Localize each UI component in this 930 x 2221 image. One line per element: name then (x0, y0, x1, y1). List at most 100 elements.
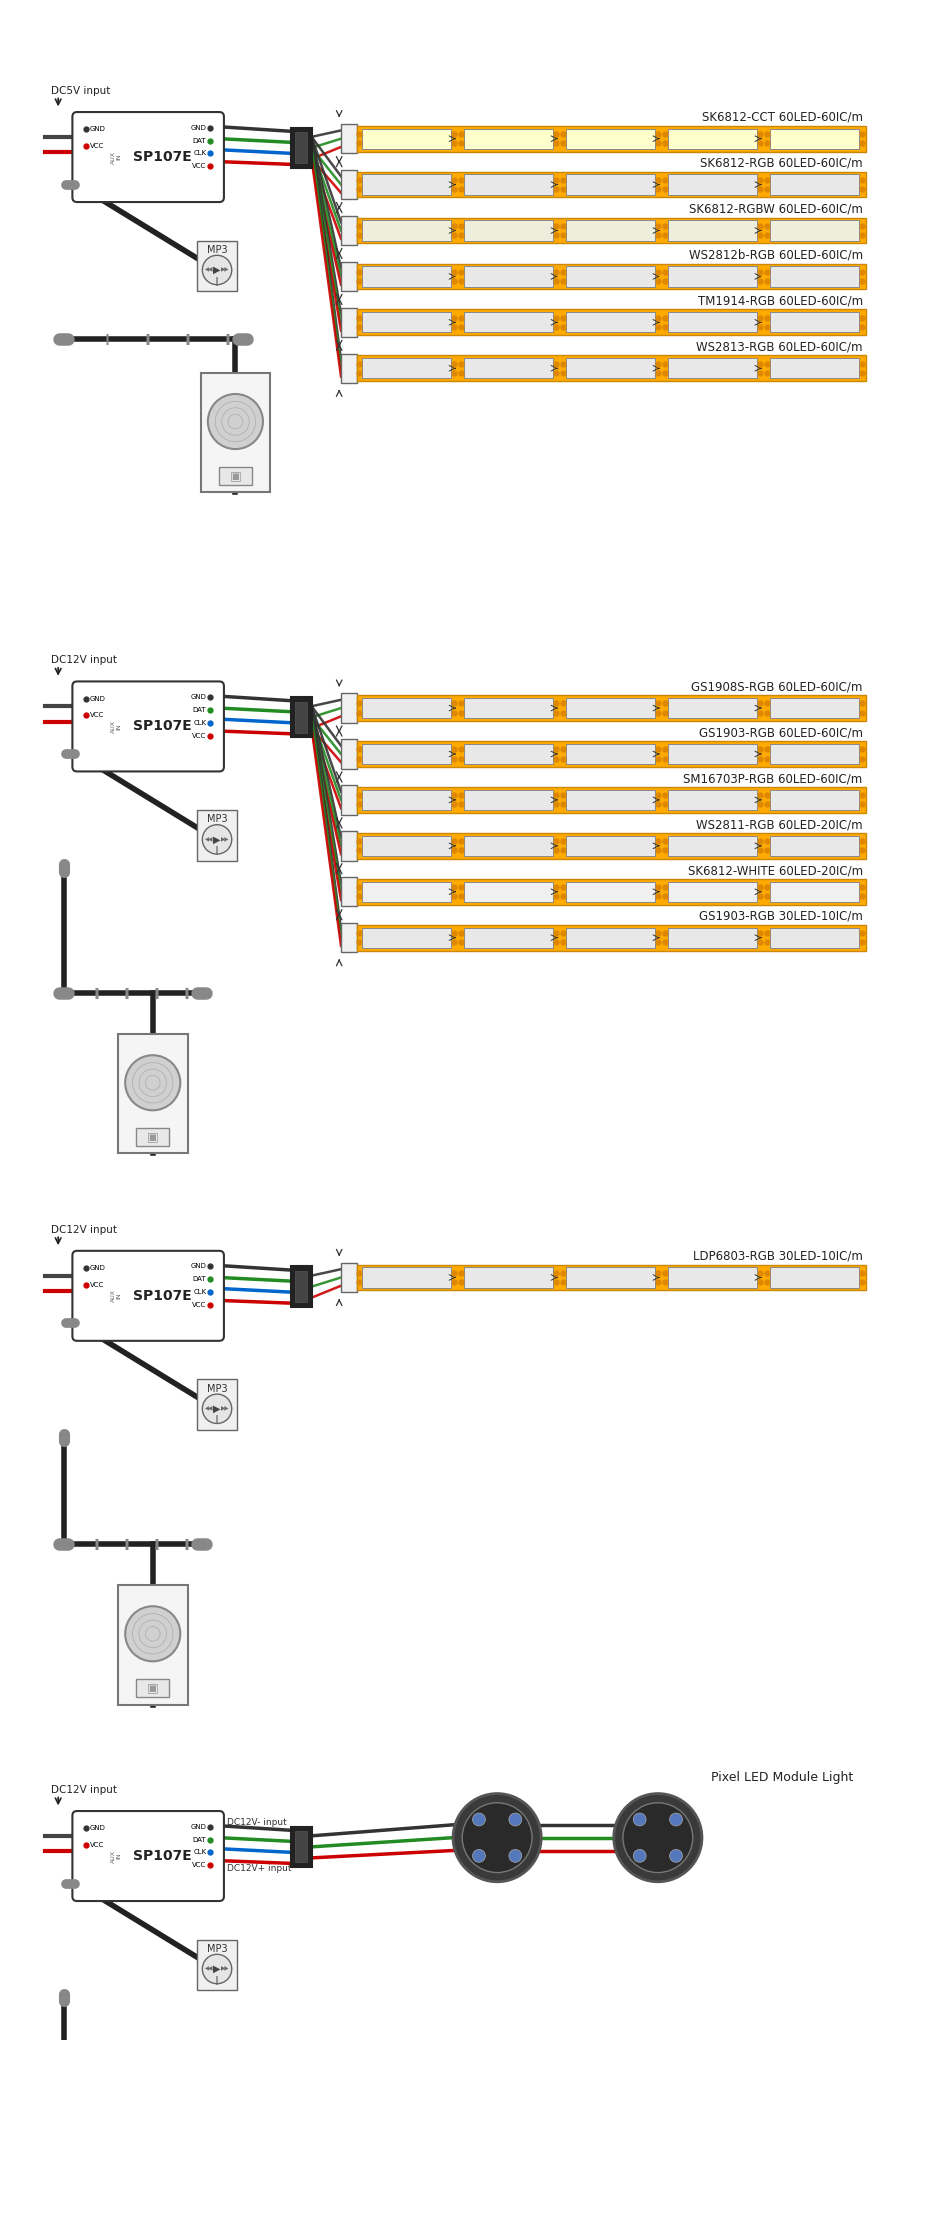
Text: VCC: VCC (90, 1282, 104, 1288)
Text: ▶: ▶ (213, 1963, 220, 1974)
Bar (668, 791, 757, 811)
Text: VCC: VCC (90, 1841, 104, 1848)
Text: GND: GND (191, 1823, 206, 1830)
Text: ▶: ▶ (213, 1404, 220, 1415)
Text: SM16703P-RGB 60LED-60IC/m: SM16703P-RGB 60LED-60IC/m (684, 773, 863, 786)
Bar (291, 1826, 312, 1868)
Text: DAT: DAT (193, 138, 206, 144)
Text: ◀◀: ◀◀ (205, 837, 213, 842)
Bar (362, 313, 451, 333)
Bar (464, 928, 553, 948)
FancyBboxPatch shape (73, 682, 224, 771)
Text: GS1908S-RGB 60LED-60IC/m: GS1908S-RGB 60LED-60IC/m (691, 680, 863, 693)
Text: ‖: ‖ (215, 1974, 219, 1986)
Bar (356, 218, 867, 244)
Circle shape (203, 824, 232, 855)
Bar (201, 373, 271, 493)
Bar (341, 831, 356, 860)
Bar (668, 358, 757, 378)
Bar (356, 695, 867, 722)
Bar (770, 697, 859, 717)
Bar (362, 882, 451, 902)
Text: LDP6803-RGB 30LED-10IC/m: LDP6803-RGB 30LED-10IC/m (693, 1250, 863, 1264)
Bar (356, 1264, 867, 1290)
Bar (362, 129, 451, 149)
Bar (770, 358, 859, 378)
Bar (668, 928, 757, 948)
Bar (295, 702, 307, 733)
Text: CLK: CLK (193, 1288, 206, 1295)
Bar (566, 882, 655, 902)
Bar (136, 1128, 169, 1146)
Bar (566, 835, 655, 855)
Bar (464, 358, 553, 378)
Text: SK6812-CCT 60LED-60IC/m: SK6812-CCT 60LED-60IC/m (701, 111, 863, 124)
Bar (341, 693, 356, 722)
FancyBboxPatch shape (73, 1250, 224, 1341)
Bar (464, 267, 553, 287)
Text: GND: GND (191, 1264, 206, 1270)
Text: SP107E: SP107E (133, 1850, 192, 1863)
Text: SP107E: SP107E (133, 720, 192, 733)
FancyBboxPatch shape (73, 111, 224, 202)
Bar (566, 220, 655, 240)
Text: SK6812-RGB 60LED-60IC/m: SK6812-RGB 60LED-60IC/m (700, 158, 863, 169)
Bar (291, 697, 312, 737)
Bar (341, 1264, 356, 1293)
Bar (362, 358, 451, 378)
Text: GND: GND (90, 1266, 106, 1270)
Text: ▶▶: ▶▶ (221, 1406, 230, 1410)
Text: VCC: VCC (90, 713, 104, 717)
Text: DC12V- input: DC12V- input (227, 1819, 286, 1828)
Circle shape (614, 1795, 702, 1881)
Bar (668, 313, 757, 333)
Bar (668, 220, 757, 240)
Text: CLK: CLK (193, 720, 206, 726)
Circle shape (509, 1850, 522, 1861)
Bar (341, 740, 356, 768)
Bar (770, 835, 859, 855)
Bar (341, 124, 356, 153)
Bar (356, 786, 867, 813)
Bar (362, 697, 451, 717)
Bar (197, 811, 237, 860)
Bar (566, 358, 655, 378)
Bar (356, 309, 867, 335)
Text: AUX
IN: AUX IN (111, 151, 122, 164)
Text: TM1914-RGB 60LED-60IC/m: TM1914-RGB 60LED-60IC/m (698, 295, 863, 309)
Text: WS2812b-RGB 60LED-60IC/m: WS2812b-RGB 60LED-60IC/m (688, 249, 863, 262)
Bar (295, 1832, 307, 1863)
Circle shape (203, 1954, 232, 1983)
Bar (668, 882, 757, 902)
Bar (668, 697, 757, 717)
Text: DC12V input: DC12V input (51, 1786, 117, 1795)
Bar (770, 791, 859, 811)
Text: ▣: ▣ (230, 469, 241, 482)
Text: MP3: MP3 (206, 815, 227, 824)
Text: VCC: VCC (193, 162, 206, 169)
Bar (341, 924, 356, 953)
Text: AUX
IN: AUX IN (111, 1850, 122, 1863)
Bar (668, 1268, 757, 1288)
Bar (770, 220, 859, 240)
Text: MP3: MP3 (206, 1384, 227, 1393)
Bar (464, 175, 553, 195)
Text: DAT: DAT (193, 1837, 206, 1843)
FancyBboxPatch shape (73, 1810, 224, 1901)
Bar (566, 175, 655, 195)
Text: DC5V input: DC5V input (51, 87, 110, 96)
Bar (118, 2145, 188, 2221)
Bar (566, 267, 655, 287)
Text: ◀◀: ◀◀ (205, 1406, 213, 1410)
Bar (341, 309, 356, 338)
Text: ‖: ‖ (215, 846, 219, 855)
Bar (356, 355, 867, 382)
Text: AUX
IN: AUX IN (111, 720, 122, 733)
Circle shape (472, 1812, 485, 1826)
Text: ▶▶: ▶▶ (221, 267, 230, 273)
Text: ▶: ▶ (213, 264, 220, 275)
Bar (295, 133, 307, 164)
Bar (362, 791, 451, 811)
Bar (341, 786, 356, 815)
Bar (136, 1679, 169, 1697)
